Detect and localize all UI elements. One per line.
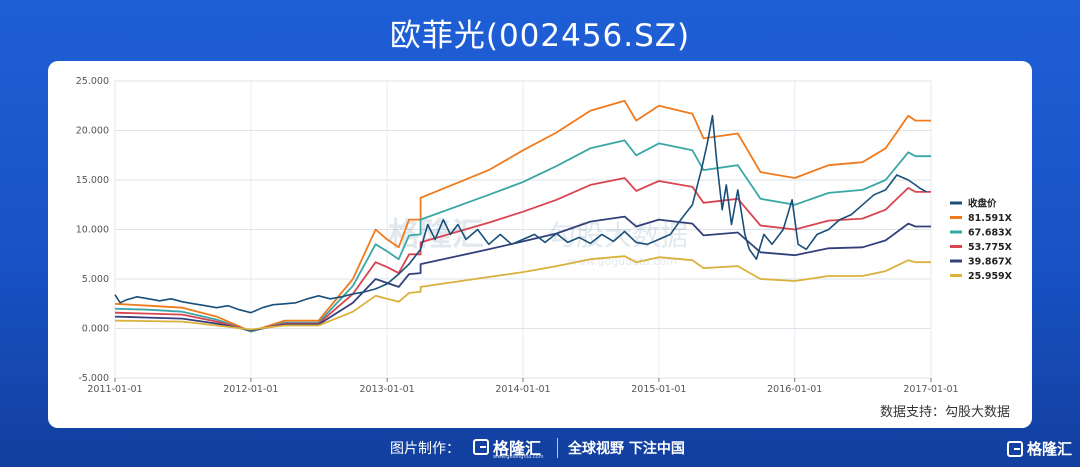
x-tick-label: 2012-01-01 [223,384,278,395]
chart-card: 25.000 20.000 15.000 10.000 5.000 0.000 -5.000… [48,61,1032,428]
slogan: 全球视野 下注中国 [568,441,685,457]
gelonghui-logo: 格隆汇 www.gelonghui.com [473,435,544,460]
legend-label: 53.775X [968,242,1013,253]
y-tick-label: 25.000 [76,76,109,87]
y-tick-label: 0.000 [82,324,109,335]
corner-logo-name: 格隆汇 [1026,440,1072,458]
watermark-gogudata: 勾股大数据 [548,219,688,252]
y-tick-label: 20.000 [76,126,109,137]
legend-label: 25.959X [968,271,1013,282]
series-line [114,139,931,333]
x-tick-label: 2017-01-01 [903,384,958,395]
legend-label: 81.591X [968,213,1013,224]
x-tick-label: 2016-01-01 [767,384,822,395]
y-tick-label: 5.000 [82,274,109,285]
y-tick-label: 10.000 [76,225,109,236]
logo-url: www.gelonghui.com [493,454,544,460]
watermark-gelonghui: 格隆汇 [388,215,484,253]
y-tick-label: -5.000 [78,373,109,384]
logo-name: 格隆汇 [493,439,542,458]
corner-logo: 格隆汇 [1006,438,1072,459]
legend-label: 67.683X [968,228,1013,239]
legend-label: 收盘价 [968,198,997,210]
x-tick-label: 2015-01-01 [631,384,686,395]
footer: 图片制作： 格隆汇 www.gelonghui.com 全球视野 下注中国 格隆… [0,434,1080,464]
x-tick-label: 2011-01-01 [87,384,142,395]
maker-label: 图片制作： [390,441,460,457]
y-tick-label: 15.000 [76,175,109,186]
page-title: 欧菲光(002456.SZ) [389,18,691,54]
gelonghui-logo-icon [473,439,489,455]
series-line [114,114,927,314]
pe-band-chart: 25.000 20.000 15.000 10.000 5.000 0.000 -5.000… [76,76,1013,395]
series-line [114,255,931,331]
data-source: 数据支持：勾股大数据 [879,405,1010,420]
series-line [114,99,931,333]
legend-label: 39.867X [968,257,1013,268]
corner-logo-icon [1006,440,1023,457]
x-tick-label: 2014-01-01 [495,384,550,395]
footer-divider [557,438,558,458]
x-tick-label: 2013-01-01 [360,384,415,395]
